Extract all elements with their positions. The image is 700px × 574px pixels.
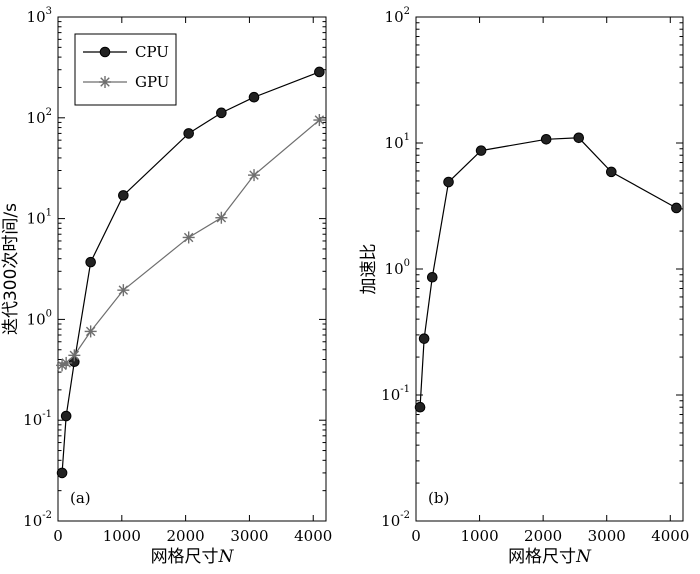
x-tick-label: 1000 <box>460 527 498 545</box>
y-tick-label: 101 <box>385 132 410 152</box>
data-point <box>117 284 130 297</box>
data-point <box>248 91 260 103</box>
data-point <box>183 128 194 139</box>
y-tick-label: 103 <box>27 6 52 26</box>
x-tick-label: 2000 <box>524 527 562 545</box>
data-point <box>118 190 129 201</box>
data-point <box>671 202 682 214</box>
data-point <box>216 107 227 119</box>
series-GPU <box>56 114 326 372</box>
plot-frame <box>57 16 327 522</box>
data-point <box>314 66 325 78</box>
data-point <box>540 133 552 145</box>
y-axis-label: 迭代300次时间/s <box>1 203 21 335</box>
series-line <box>419 137 677 408</box>
data-point <box>605 166 617 178</box>
panel-label: (b) <box>428 489 449 507</box>
panel-a: 0 1000 2000 3000 4000 10-2 10-1 100 101 102 103 CPU… <box>1 6 332 545</box>
data-point <box>573 132 585 144</box>
y-tick-label: 10-1 <box>23 409 52 429</box>
x-tick-label: 3000 <box>588 527 626 545</box>
x-tick-label: 0 <box>411 527 421 545</box>
legend-label: GPU <box>135 73 169 91</box>
y-tick-label: 10-2 <box>23 510 52 530</box>
data-point <box>56 467 68 479</box>
x-axis-label-1: 网格尺寸N <box>508 547 592 567</box>
y-tick-label: 102 <box>385 6 410 26</box>
y-tick-label: 102 <box>27 107 52 127</box>
panel-label: (a) <box>70 489 91 507</box>
data-point <box>215 211 228 224</box>
x-axis-label-0: 网格尺寸N <box>151 547 235 567</box>
x-tick-label: 2000 <box>167 527 205 545</box>
data-point <box>248 169 261 182</box>
x-tick-label: 4000 <box>651 527 689 545</box>
panel-b: 0 1000 2000 3000 4000 10-2 10-1 100 101 102 (b) 加速比 <box>359 6 689 545</box>
y-tick-label: 100 <box>27 308 52 328</box>
legend-marker <box>99 46 111 58</box>
y-tick-label: 101 <box>27 208 52 228</box>
x-tick-label: 1000 <box>103 527 141 545</box>
y-tick-label: 100 <box>385 258 410 278</box>
data-point <box>60 410 72 422</box>
legend-box <box>74 33 177 106</box>
legend: CPU GPU <box>74 33 177 106</box>
data-point <box>60 356 73 369</box>
data-point <box>426 271 438 283</box>
data-point <box>84 325 97 338</box>
data-point <box>313 114 326 127</box>
data-point <box>182 231 195 244</box>
y-tick-label: 10-2 <box>381 510 410 530</box>
data-point <box>85 256 96 268</box>
x-tick-label: 3000 <box>230 527 268 545</box>
x-tick-label: 4000 <box>294 527 332 545</box>
plot-frame <box>415 16 684 522</box>
y-tick-label: 10-1 <box>381 384 410 404</box>
y-axis-label: 加速比 <box>359 244 379 295</box>
data-point <box>68 349 81 362</box>
x-tick-label: 0 <box>53 527 63 545</box>
data-point <box>418 333 430 344</box>
legend-label: CPU <box>135 43 169 61</box>
legend-marker <box>99 76 111 88</box>
series-CPU <box>56 66 325 479</box>
data-point <box>414 401 426 413</box>
data-point <box>475 145 487 156</box>
series-加速比 <box>414 132 682 413</box>
data-point <box>443 176 454 188</box>
